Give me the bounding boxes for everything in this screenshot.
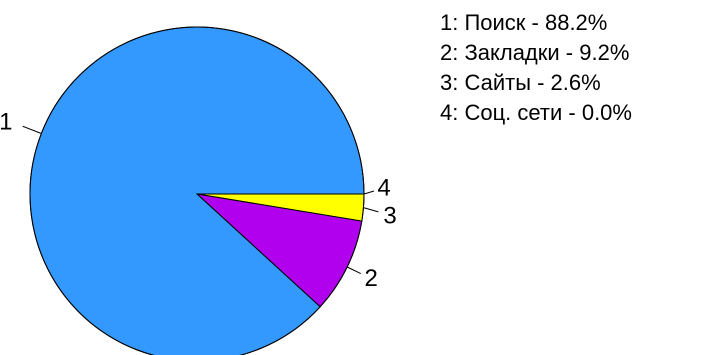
- leader-line-2: [346, 266, 361, 275]
- legend-item-3: 3: Сайты - 2.6%: [440, 70, 601, 95]
- chart-legend: 1: Поиск - 88.2% 2: Закладки - 9.2% 3: С…: [440, 8, 632, 128]
- legend-item-1: 1: Поиск - 88.2%: [440, 10, 608, 35]
- slice-label-4: 4: [377, 175, 390, 202]
- leader-line-3: [363, 207, 379, 213]
- legend-item-2: 2: Закладки - 9.2%: [440, 40, 630, 65]
- pie-slices: [29, 26, 365, 355]
- slice-label-3: 3: [383, 202, 396, 229]
- slice-label-2: 2: [365, 265, 378, 292]
- leader-line-4: [363, 190, 375, 195]
- legend-item-4: 4: Соц. сети - 0.0%: [440, 100, 632, 125]
- leader-line-1: [22, 125, 42, 134]
- pie-slice-labels: 43 2 1: [0, 109, 397, 293]
- slice-label-1: 1: [0, 109, 12, 136]
- pie-slice-1: [29, 26, 365, 355]
